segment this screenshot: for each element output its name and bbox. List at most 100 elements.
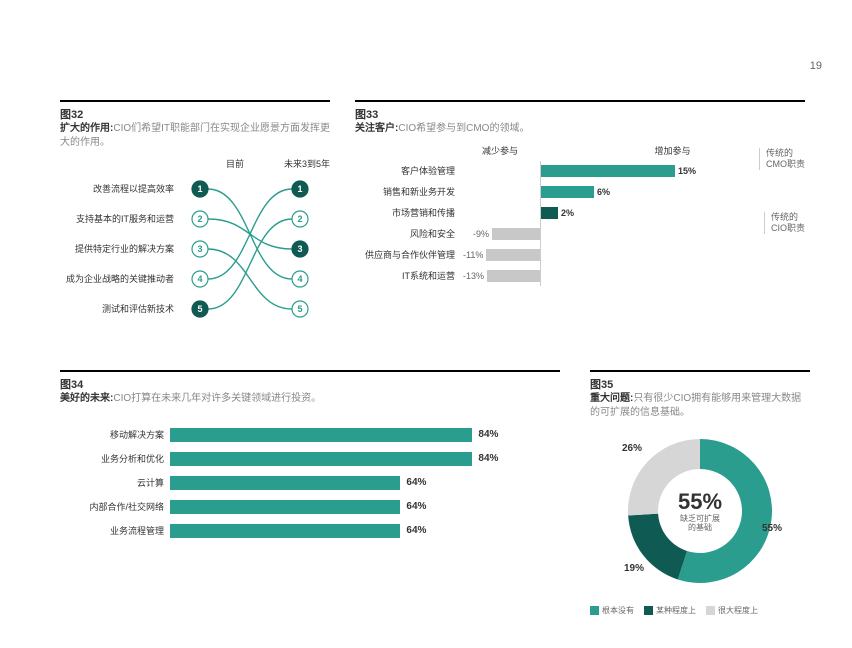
fig33-category: 市场营销和传播 [355, 206, 460, 219]
donut-slice-label: 55% [762, 523, 782, 534]
fig34-value: 84% [472, 453, 498, 464]
fig34-bar [170, 524, 400, 538]
svg-text:3: 3 [197, 244, 202, 254]
fig32-labels: 改善流程以提高效率支持基本的IT服务和运营提供特定行业的解决方案成为企业战略的关… [60, 174, 180, 334]
legend-swatch [706, 606, 715, 615]
fig32-item-label: 测试和评估新技术 [60, 294, 180, 324]
fig33-category: 销售和新业务开发 [355, 185, 460, 198]
legend-label: 很大程度上 [718, 605, 758, 616]
fig33-col-headers: 减少参与 增加参与 [355, 144, 805, 157]
fig33-bar-neg [492, 228, 540, 240]
fig32-number: 图32 [60, 106, 330, 122]
fig34-category: 云计算 [60, 476, 170, 489]
fig33-row: 风险和安全 -9% [355, 224, 805, 244]
svg-text:5: 5 [297, 304, 302, 314]
fig33-value: -9% [470, 229, 492, 239]
donut-center: 55% 缺乏可扩展 的基础 [678, 489, 722, 533]
fig33-value: -11% [460, 250, 486, 260]
fig33-hdr-decrease: 减少参与 [460, 144, 540, 157]
fig34-category: 业务流程管理 [60, 524, 170, 537]
fig33-bar-neg [486, 249, 540, 261]
svg-text:5: 5 [197, 304, 202, 314]
fig33-row: 市场营销和传播 2% [355, 203, 805, 223]
fig33-category: 客户体验管理 [355, 164, 460, 177]
donut-center-sub2: 的基础 [678, 524, 722, 533]
fig33-category: 供应商与合作伙伴管理 [355, 248, 460, 261]
figure-32: 图32 扩大的作用:CIO们希望IT职能部门在实现企业愿景方面发挥更大的作用。 … [60, 100, 330, 334]
fig34-title-rest: CIO打算在未来几年对许多关键领域进行投资。 [113, 393, 321, 404]
fig34-subtitle: 美好的未来:CIO打算在未来几年对许多关键领域进行投资。 [60, 392, 560, 406]
svg-text:3: 3 [297, 244, 302, 254]
fig32-item-label: 成为企业战略的关键推动者 [60, 264, 180, 294]
legend-swatch [644, 606, 653, 615]
fig33-value: -13% [460, 271, 487, 281]
fig34-value: 84% [472, 429, 498, 440]
fig33-title-rest: CIO希望参与到CMO的领域。 [398, 123, 529, 134]
fig34-number: 图34 [60, 376, 560, 392]
fig33-bar-neg [487, 270, 540, 282]
donut-slice-label: 26% [622, 443, 642, 454]
fig33-category: 风险和安全 [355, 227, 460, 240]
fig35-donut: 55% 缺乏可扩展 的基础 55%19%26% [620, 431, 780, 591]
figure-33: 图33 关注客户:CIO希望参与到CMO的领域。 减少参与 增加参与 客户体验管… [355, 100, 805, 287]
fig33-side-label: 传统的CIO职责 [764, 212, 805, 234]
fig32-col-now: 目前 [226, 157, 244, 170]
fig35-subtitle: 重大问题:只有很少CIO拥有能够用来管理大数据的可扩展的信息基础。 [590, 392, 810, 419]
svg-text:1: 1 [297, 184, 302, 194]
fig34-row: 移动解决方案 84% [60, 424, 560, 446]
fig34-value: 64% [400, 477, 426, 488]
fig33-value: 6% [594, 187, 613, 197]
fig35-number: 图35 [590, 376, 810, 392]
fig33-bar-pos [540, 186, 594, 198]
legend-item: 很大程度上 [706, 605, 758, 616]
fig32-title-bold: 扩大的作用: [60, 123, 113, 134]
fig33-title-bold: 关注客户: [355, 123, 398, 134]
fig32-col-future: 未来3到5年 [284, 157, 330, 170]
donut-center-value: 55% [678, 489, 722, 515]
fig34-value: 64% [400, 501, 426, 512]
figure-34: 图34 美好的未来:CIO打算在未来几年对许多关键领域进行投资。 移动解决方案 8… [60, 370, 560, 544]
fig33-row: 供应商与合作伙伴管理-11% [355, 245, 805, 265]
fig34-bar [170, 428, 472, 442]
fig32-col-headers: 目前 未来3到5年 [60, 157, 330, 170]
fig33-row: 客户体验管理15% [355, 161, 805, 181]
fig33-value: 2% [558, 208, 577, 218]
fig32-body: 改善流程以提高效率支持基本的IT服务和运营提供特定行业的解决方案成为企业战略的关… [60, 174, 330, 334]
fig35-title-bold: 重大问题: [590, 393, 633, 404]
legend-label: 根本没有 [602, 605, 634, 616]
fig35-legend: 根本没有 某种程度上 很大程度上 [590, 605, 810, 616]
fig34-title-bold: 美好的未来: [60, 393, 113, 404]
legend-label: 某种程度上 [656, 605, 696, 616]
fig33-row: IT系统和运营-13% [355, 266, 805, 286]
fig32-item-label: 支持基本的IT服务和运营 [60, 204, 180, 234]
fig34-row: 内部合作/社交网络64% [60, 496, 560, 518]
fig34-bar [170, 500, 400, 514]
fig34-header: 图34 美好的未来:CIO打算在未来几年对许多关键领域进行投资。 [60, 370, 560, 406]
fig34-row: 业务分析和优化 84% [60, 448, 560, 470]
fig34-bar [170, 452, 472, 466]
fig32-header: 图32 扩大的作用:CIO们希望IT职能部门在实现企业愿景方面发挥更大的作用。 [60, 100, 330, 149]
fig32-subtitle: 扩大的作用:CIO们希望IT职能部门在实现企业愿景方面发挥更大的作用。 [60, 122, 330, 149]
fig32-item-label: 改善流程以提高效率 [60, 174, 180, 204]
fig33-bar-pos [540, 165, 675, 177]
fig34-category: 移动解决方案 [60, 428, 170, 441]
fig34-bar [170, 476, 400, 490]
svg-text:4: 4 [297, 274, 302, 284]
fig34-value: 64% [400, 525, 426, 536]
fig33-baseline [540, 161, 541, 286]
svg-text:2: 2 [297, 214, 302, 224]
fig35-header: 图35 重大问题:只有很少CIO拥有能够用来管理大数据的可扩展的信息基础。 [590, 370, 810, 419]
fig33-bar-pos [540, 207, 558, 219]
fig32-item-label: 提供特定行业的解决方案 [60, 234, 180, 264]
svg-text:2: 2 [197, 214, 202, 224]
legend-item: 某种程度上 [644, 605, 696, 616]
fig34-row: 云计算 64% [60, 472, 560, 494]
legend-swatch [590, 606, 599, 615]
fig34-category: 业务分析和优化 [60, 452, 170, 465]
fig34-rows: 移动解决方案84%业务分析和优化84%云计算64%内部合作/社交网络64%业务流… [60, 424, 560, 542]
figure-35: 图35 重大问题:只有很少CIO拥有能够用来管理大数据的可扩展的信息基础。 55… [590, 370, 810, 616]
fig33-side-label: 传统的CMO职责 [759, 148, 805, 170]
page-number: 19 [810, 60, 822, 72]
fig33-number: 图33 [355, 106, 805, 122]
fig33-row: 销售和新业务开发 6% [355, 182, 805, 202]
